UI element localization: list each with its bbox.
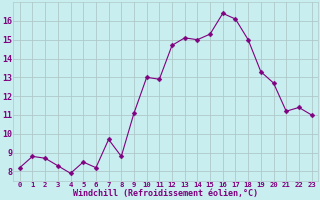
X-axis label: Windchill (Refroidissement éolien,°C): Windchill (Refroidissement éolien,°C) (73, 189, 258, 198)
